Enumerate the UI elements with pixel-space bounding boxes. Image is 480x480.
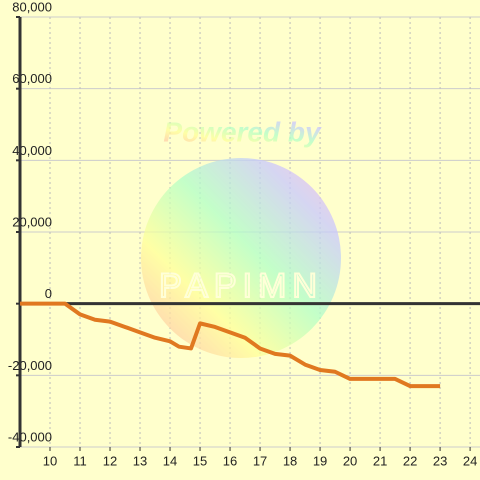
x-tick-label: 18 — [283, 453, 297, 468]
x-tick-label: 22 — [403, 453, 417, 468]
watermark-circle — [141, 158, 341, 358]
y-tick-label: 80,000 — [12, 0, 52, 14]
y-tick-label: 20,000 — [12, 214, 52, 229]
x-tick-label: 19 — [313, 453, 327, 468]
x-tick-label: 16 — [223, 453, 237, 468]
y-tick-label: 60,000 — [12, 71, 52, 86]
data-line — [20, 301, 441, 389]
watermark: Powered by PAPIMN — [141, 116, 341, 358]
x-tick-label: 15 — [193, 453, 207, 468]
x-tick-label: 24 — [463, 453, 477, 468]
watermark-logo: PAPIMN — [159, 267, 323, 305]
x-tick-label: 23 — [433, 453, 447, 468]
x-tick-label: 17 — [253, 453, 267, 468]
x-tick-label: 20 — [343, 453, 357, 468]
x-tick-label: 11 — [73, 453, 87, 468]
y-tick-label: -20,000 — [8, 358, 52, 373]
y-tick-label: 0 — [45, 286, 52, 301]
y-tick-label: -40,000 — [8, 429, 52, 444]
watermark-text: Powered by — [163, 116, 322, 147]
x-tick-label: 14 — [163, 453, 177, 468]
x-tick-label: 13 — [133, 453, 147, 468]
y-tick-label: 40,000 — [12, 143, 52, 158]
x-tick-label: 12 — [103, 453, 117, 468]
x-tick-label: 21 — [373, 453, 387, 468]
x-tick-label: 10 — [43, 453, 57, 468]
